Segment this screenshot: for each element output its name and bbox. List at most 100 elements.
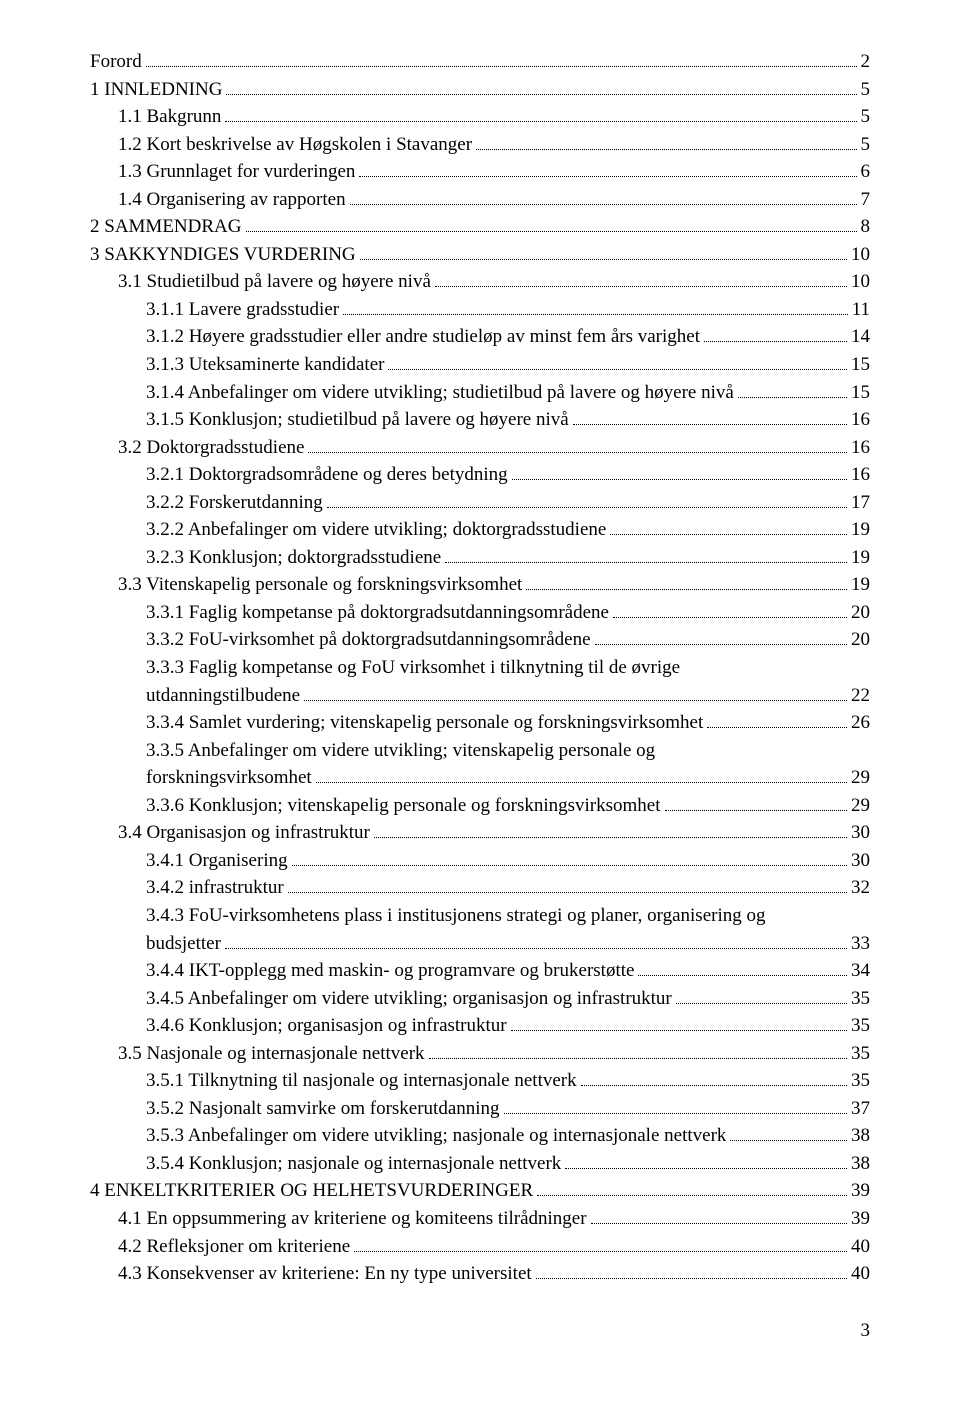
toc-entry[interactable]: 3.1.2 Høyere gradsstudier eller andre st… xyxy=(90,323,870,351)
toc-entry[interactable]: 3.4.1 Organisering 30 xyxy=(90,847,870,875)
toc-leader-dots xyxy=(573,424,847,425)
toc-entry[interactable]: 3.5.1 Tilknytning til nasjonale og inter… xyxy=(90,1067,870,1095)
toc-entry[interactable]: 4 ENKELTKRITERIER OG HELHETSVURDERINGER3… xyxy=(90,1177,870,1205)
toc-entry[interactable]: 1.3 Grunnlaget for vurderingen 6 xyxy=(90,158,870,186)
toc-page-number: 32 xyxy=(851,874,870,902)
toc-leader-dots xyxy=(707,727,847,728)
toc-leader-dots xyxy=(512,479,847,480)
toc-page-number: 22 xyxy=(851,682,870,710)
toc-entry[interactable]: budsjetter33 xyxy=(90,930,870,958)
toc-label: Forord xyxy=(90,48,142,76)
toc-label: 2 SAMMENDRAG xyxy=(90,213,242,241)
toc-page-number: 10 xyxy=(851,268,870,296)
toc-entry[interactable]: 4.1 En oppsummering av kriteriene og kom… xyxy=(90,1205,870,1233)
toc-entry[interactable]: 3.4.4 IKT-opplegg med maskin- og program… xyxy=(90,957,870,985)
toc-leader-dots xyxy=(359,176,856,177)
toc-page-number: 14 xyxy=(851,323,870,351)
toc-page-number: 5 xyxy=(861,103,871,131)
toc-label: budsjetter xyxy=(146,930,221,958)
toc-entry[interactable]: 3.4.5 Anbefalinger om videre utvikling; … xyxy=(90,985,870,1013)
toc-label: 1.3 Grunnlaget for vurderingen xyxy=(118,158,355,186)
toc-entry[interactable]: 4.2 Refleksjoner om kriteriene40 xyxy=(90,1233,870,1261)
toc-label: 3.5.4 Konklusjon; nasjonale og internasj… xyxy=(146,1150,561,1178)
toc-entry[interactable]: 3.4 Organisasjon og infrastruktur30 xyxy=(90,819,870,847)
toc-page-number: 5 xyxy=(861,131,871,159)
toc-label: 4.3 Konsekvenser av kriteriene: En ny ty… xyxy=(118,1260,532,1288)
toc-label: 1.1 Bakgrunn xyxy=(118,103,221,131)
toc-label: 3.2.2 Anbefalinger om videre utvikling; … xyxy=(146,516,606,544)
toc-entry[interactable]: 3.2.2 Forskerutdanning17 xyxy=(90,489,870,517)
toc-entry[interactable]: 3.1.3 Uteksaminerte kandidater15 xyxy=(90,351,870,379)
toc-entry[interactable]: utdanningstilbudene22 xyxy=(90,682,870,710)
toc-leader-dots xyxy=(327,507,847,508)
toc-label: 3.1.1 Lavere gradsstudier xyxy=(146,296,339,324)
toc-entry[interactable]: forskningsvirksomhet29 xyxy=(90,764,870,792)
toc-entry[interactable]: 3.2 Doktorgradsstudiene16 xyxy=(90,434,870,462)
toc-entry[interactable]: 3.3.5 Anbefalinger om videre utvikling; … xyxy=(90,737,870,765)
toc-leader-dots xyxy=(360,259,847,260)
toc-page-number: 20 xyxy=(851,626,870,654)
toc-leader-dots xyxy=(638,975,847,976)
toc-entry[interactable]: 3.1 Studietilbud på lavere og høyere niv… xyxy=(90,268,870,296)
table-of-contents: Forord21 INNLEDNING51.1 Bakgrunn 5 1.2 Kor… xyxy=(90,48,870,1288)
toc-page-number: 30 xyxy=(851,847,870,875)
toc-entry[interactable]: 3.2.3 Konklusjon; doktorgradsstudiene19 xyxy=(90,544,870,572)
toc-page-number: 38 xyxy=(851,1122,870,1150)
toc-entry[interactable]: 1.2 Kort beskrivelse av Høgskolen i Stav… xyxy=(90,131,870,159)
toc-leader-dots xyxy=(308,452,847,453)
toc-entry[interactable]: 3.4.3 FoU-virksomhetens plass i institus… xyxy=(90,902,870,930)
toc-entry[interactable]: 3.1.1 Lavere gradsstudier11 xyxy=(90,296,870,324)
toc-page-number: 26 xyxy=(851,709,870,737)
toc-page-number: 19 xyxy=(851,544,870,572)
toc-entry[interactable]: 3.1.5 Konklusjon; studietilbud på lavere… xyxy=(90,406,870,434)
toc-entry[interactable]: 3.3.6 Konklusjon; vitenskapelig personal… xyxy=(90,792,870,820)
toc-label: 3.4.6 Konklusjon; organisasjon og infras… xyxy=(146,1012,507,1040)
toc-leader-dots xyxy=(738,397,847,398)
toc-entry[interactable]: 1.1 Bakgrunn 5 xyxy=(90,103,870,131)
toc-page-number: 6 xyxy=(861,158,871,186)
toc-leader-dots xyxy=(665,810,847,811)
toc-page-number: 40 xyxy=(851,1233,870,1261)
toc-entry[interactable]: 3 SAKKYNDIGES VURDERING10 xyxy=(90,241,870,269)
toc-entry[interactable]: 3.5 Nasjonale og internasjonale nettverk… xyxy=(90,1040,870,1068)
toc-entry[interactable]: 3.3.2 FoU-virksomhet på doktorgradsutdan… xyxy=(90,626,870,654)
toc-entry[interactable]: 3.4.6 Konklusjon; organisasjon og infras… xyxy=(90,1012,870,1040)
toc-entry[interactable]: 3.2.1 Doktorgradsområdene og deres betyd… xyxy=(90,461,870,489)
toc-page-number: 37 xyxy=(851,1095,870,1123)
toc-entry[interactable]: Forord2 xyxy=(90,48,870,76)
toc-entry[interactable]: 3.3.1 Faglig kompetanse på doktorgradsut… xyxy=(90,599,870,627)
toc-entry[interactable]: 3.5.3 Anbefalinger om videre utvikling; … xyxy=(90,1122,870,1150)
toc-label: 3.1.5 Konklusjon; studietilbud på lavere… xyxy=(146,406,569,434)
toc-entry[interactable]: 3.4.2 infrastruktur32 xyxy=(90,874,870,902)
toc-entry[interactable]: 3.2.2 Anbefalinger om videre utvikling; … xyxy=(90,516,870,544)
toc-entry[interactable]: 3.3.4 Samlet vurdering; vitenskapelig pe… xyxy=(90,709,870,737)
toc-label: 3.5 Nasjonale og internasjonale nettverk xyxy=(118,1040,425,1068)
toc-leader-dots xyxy=(676,1003,847,1004)
toc-entry[interactable]: 3.1.4 Anbefalinger om videre utvikling; … xyxy=(90,379,870,407)
toc-label: 3.3.2 FoU-virksomhet på doktorgradsutdan… xyxy=(146,626,591,654)
toc-page-number: 35 xyxy=(851,1067,870,1095)
toc-leader-dots xyxy=(581,1085,847,1086)
toc-page-number: 38 xyxy=(851,1150,870,1178)
toc-label: 4 ENKELTKRITERIER OG HELHETSVURDERINGER xyxy=(90,1177,533,1205)
toc-label: 3.5.2 Nasjonalt samvirke om forskerutdan… xyxy=(146,1095,500,1123)
toc-label: 3.4.1 Organisering xyxy=(146,847,288,875)
toc-page-number: 35 xyxy=(851,1012,870,1040)
toc-label: 3.4.4 IKT-opplegg med maskin- og program… xyxy=(146,957,634,985)
toc-label: 4.1 En oppsummering av kriteriene og kom… xyxy=(118,1205,587,1233)
toc-entry[interactable]: 3.3.3 Faglig kompetanse og FoU virksomhe… xyxy=(90,654,870,682)
toc-leader-dots xyxy=(526,589,847,590)
toc-entry[interactable]: 1 INNLEDNING5 xyxy=(90,76,870,104)
toc-page-number: 10 xyxy=(851,241,870,269)
toc-entry[interactable]: 1.4 Organisering av rapporten7 xyxy=(90,186,870,214)
toc-leader-dots xyxy=(374,837,847,838)
toc-label: 1.2 Kort beskrivelse av Høgskolen i Stav… xyxy=(118,131,472,159)
toc-entry[interactable]: 4.3 Konsekvenser av kriteriene: En ny ty… xyxy=(90,1260,870,1288)
toc-entry[interactable]: 3.5.4 Konklusjon; nasjonale og internasj… xyxy=(90,1150,870,1178)
toc-entry[interactable]: 3.3 Vitenskapelig personale og forskning… xyxy=(90,571,870,599)
toc-entry[interactable]: 3.5.2 Nasjonalt samvirke om forskerutdan… xyxy=(90,1095,870,1123)
toc-leader-dots xyxy=(288,892,847,893)
toc-entry[interactable]: 2 SAMMENDRAG8 xyxy=(90,213,870,241)
toc-leader-dots xyxy=(292,865,847,866)
toc-page-number: 40 xyxy=(851,1260,870,1288)
